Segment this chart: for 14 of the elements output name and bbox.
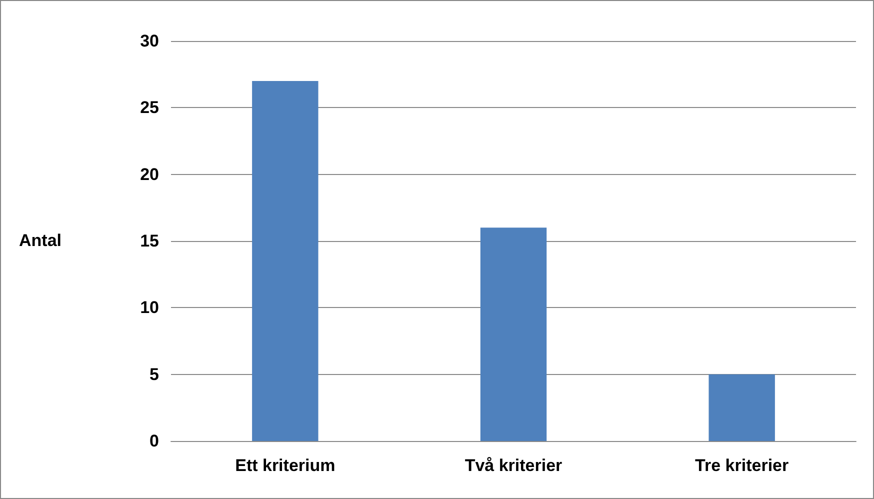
bar — [708, 374, 775, 441]
x-tick-label: Två kriterier — [464, 456, 563, 475]
x-tick-label: Tre kriterier — [695, 456, 789, 475]
y-tick-label: 20 — [140, 164, 159, 184]
bar — [252, 81, 318, 441]
y-tick-label: 0 — [150, 432, 159, 450]
y-tick-label: 5 — [150, 364, 159, 384]
y-tick-label: 25 — [140, 98, 159, 118]
y-axis-title: Antal — [19, 231, 62, 250]
y-tick-label: 30 — [140, 32, 159, 50]
y-tick-label: 10 — [140, 298, 159, 318]
x-tick-label: Ett kriterium — [235, 456, 336, 475]
bar — [480, 228, 547, 441]
y-tick-label: 15 — [140, 232, 159, 250]
